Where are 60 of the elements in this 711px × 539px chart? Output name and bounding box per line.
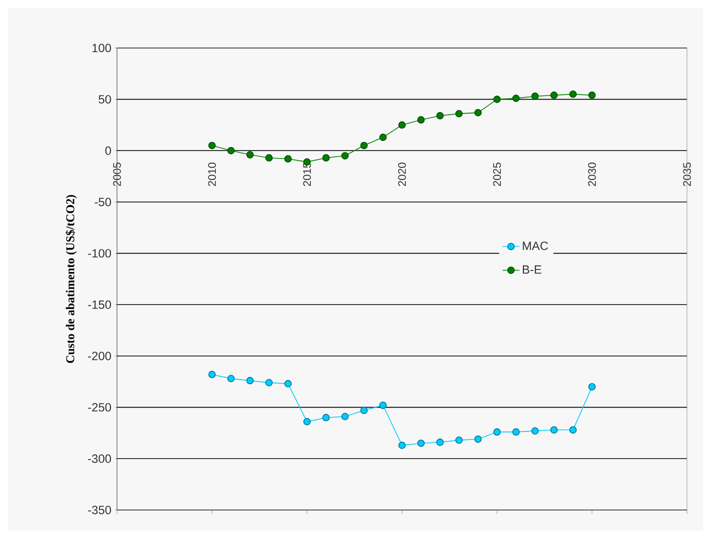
point xyxy=(436,438,444,446)
point xyxy=(493,96,501,104)
point xyxy=(455,436,463,444)
point xyxy=(246,376,254,384)
point xyxy=(474,108,482,116)
point xyxy=(474,435,482,443)
point xyxy=(227,146,235,154)
point xyxy=(265,154,273,162)
point xyxy=(588,92,596,99)
point xyxy=(303,418,311,426)
y-tick-label: -250 xyxy=(88,403,112,412)
point xyxy=(360,142,368,150)
point xyxy=(531,92,539,100)
x-tick-label: 2005 xyxy=(113,162,121,186)
x-tick-label: 2025 xyxy=(493,162,501,186)
x-tick-label: 2030 xyxy=(588,162,596,186)
x-tick-label: 2010 xyxy=(208,162,216,186)
point xyxy=(341,412,349,420)
point xyxy=(455,110,463,118)
point xyxy=(512,94,520,102)
point xyxy=(284,155,292,163)
point xyxy=(493,428,501,436)
point xyxy=(531,427,539,435)
x-tick-label: 2035 xyxy=(683,162,691,186)
y-tick-label: 0 xyxy=(105,146,112,155)
point xyxy=(208,142,216,150)
point xyxy=(436,112,444,120)
point xyxy=(227,374,235,382)
x-tick-label: 2020 xyxy=(398,162,406,186)
y-tick-label: 50 xyxy=(98,95,112,104)
point xyxy=(379,134,387,141)
legend-label: B-E xyxy=(522,265,542,274)
point xyxy=(246,151,254,158)
point xyxy=(569,426,577,434)
point xyxy=(569,90,577,98)
y-tick-label: -50 xyxy=(94,198,112,206)
point xyxy=(588,383,596,390)
point xyxy=(265,378,273,386)
y-tick-label: -350 xyxy=(88,506,112,514)
point xyxy=(284,380,292,388)
point xyxy=(512,428,520,436)
point xyxy=(322,154,330,162)
y-tick-label: -150 xyxy=(88,300,112,309)
y-tick-label: -100 xyxy=(88,249,112,258)
y-tick-label: -200 xyxy=(88,352,112,360)
point xyxy=(398,442,406,449)
y-tick-label: 100 xyxy=(92,44,112,52)
point xyxy=(417,116,425,124)
point xyxy=(208,370,216,378)
point xyxy=(322,414,330,422)
point xyxy=(417,440,425,447)
point xyxy=(360,406,368,414)
point xyxy=(398,121,406,129)
legend-label: MAC xyxy=(522,242,548,250)
point xyxy=(550,426,558,434)
y-tick-label: -300 xyxy=(88,454,112,463)
point xyxy=(341,152,349,160)
y-axis-title: Custo de abatimento (US$/tCO2) xyxy=(66,195,77,363)
point xyxy=(379,402,387,409)
point xyxy=(550,92,558,99)
